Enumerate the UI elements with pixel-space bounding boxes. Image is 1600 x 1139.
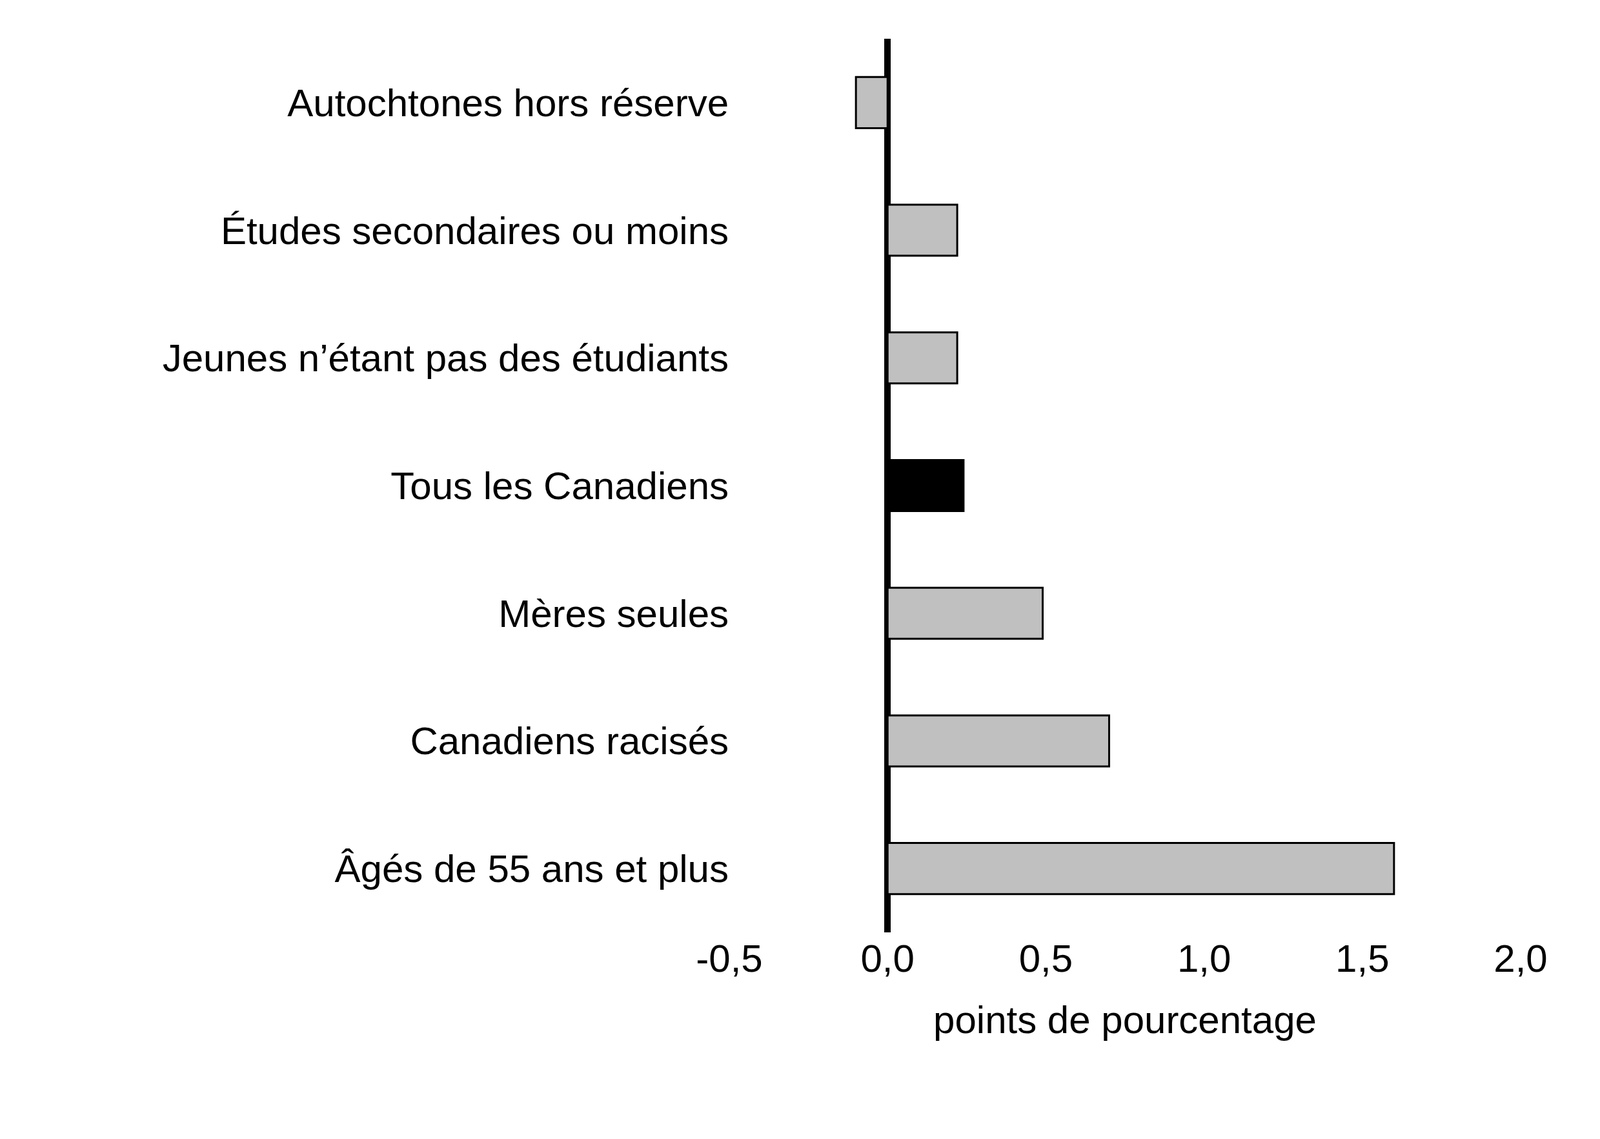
svg-text:1,0: 1,0 bbox=[1177, 936, 1231, 980]
svg-text:2,0: 2,0 bbox=[1493, 936, 1548, 980]
svg-text:Études secondaires ou moins: Études secondaires ou moins bbox=[220, 209, 729, 253]
svg-text:Tous les Canadiens: Tous les Canadiens bbox=[390, 464, 729, 508]
svg-text:Jeunes n’étant pas des étudian: Jeunes n’étant pas des étudiants bbox=[162, 336, 729, 380]
svg-text:points de pourcentage: points de pourcentage bbox=[933, 997, 1317, 1042]
svg-text:-0,5: -0,5 bbox=[695, 936, 763, 980]
svg-text:Mères seules: Mères seules bbox=[498, 591, 729, 636]
svg-text:1,5: 1,5 bbox=[1335, 936, 1389, 980]
svg-text:Autochtones hors réserve: Autochtones hors réserve bbox=[287, 81, 729, 125]
svg-text:0,5: 0,5 bbox=[1019, 936, 1073, 980]
svg-text:0,0: 0,0 bbox=[860, 936, 914, 980]
svg-text:Âgés de 55 ans et plus: Âgés de 55 ans et plus bbox=[334, 846, 729, 891]
svg-text:Canadiens racisés: Canadiens racisés bbox=[409, 718, 729, 763]
